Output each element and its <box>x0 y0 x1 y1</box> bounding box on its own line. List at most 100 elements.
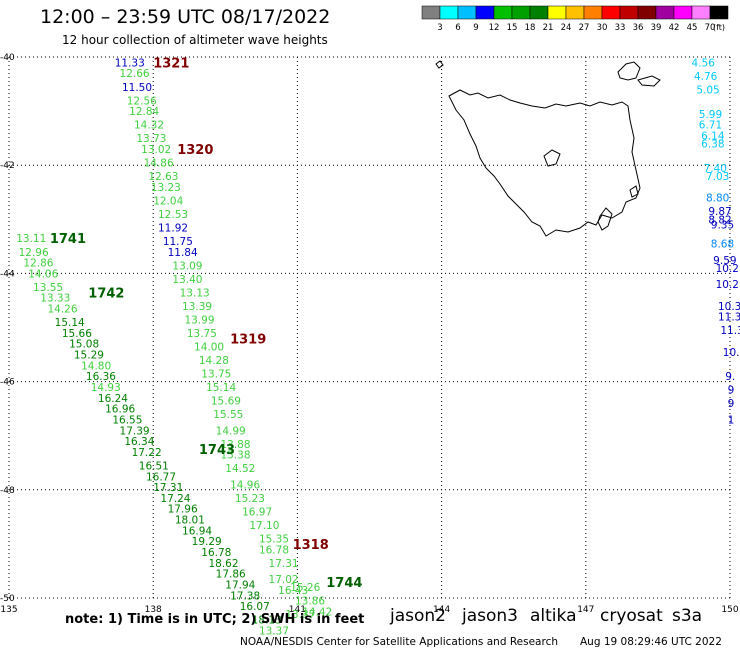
wave-height-value: 16.34 <box>124 436 154 448</box>
wave-height-value: 1 <box>728 414 735 426</box>
wave-height-value: 12.53 <box>158 209 188 221</box>
flinders-island <box>617 61 641 81</box>
wave-height-value: 14.28 <box>199 355 229 367</box>
bruny-island <box>597 207 613 231</box>
wave-height-value: 17.02 <box>269 574 299 586</box>
wave-height-value: 17.22 <box>132 447 162 459</box>
wave-height-value: 12.66 <box>120 68 150 80</box>
legend-swatch <box>475 5 495 20</box>
lat-tick-label: -40 <box>0 53 15 63</box>
wave-height-value: 16.07 <box>240 601 270 613</box>
wave-height-value: 16.94 <box>182 525 212 537</box>
wave-height-value: 15.14 <box>206 382 236 394</box>
lat-tick-label: -44 <box>0 269 15 279</box>
color-scale-legend: 3 6 9 12 15 18 21 24 27 30 33 36 39 42 45 70 <box>421 5 729 33</box>
wave-height-value: 16.97 <box>242 506 272 518</box>
wave-height-value: 17.31 <box>153 482 183 494</box>
wave-height-value: 13.37 <box>285 609 315 621</box>
wave-height-value: 8.68 <box>711 239 734 251</box>
wave-height-value: 15.38 <box>220 450 250 462</box>
wave-height-value: 16.78 <box>201 547 231 559</box>
wave-height-value: 4.76 <box>694 71 718 83</box>
satellite-jason3-label: jason3 <box>462 606 518 626</box>
wave-height-value: 17.31 <box>269 558 299 570</box>
legend-tick-label: 42 <box>669 23 680 33</box>
pass-time-label: 1321 <box>153 56 189 71</box>
wave-height-value: 17.86 <box>216 569 246 581</box>
wave-height-value: 13.99 <box>184 314 214 326</box>
wave-height-value: 13.73 <box>136 133 166 145</box>
footer-note: note: 1) Time is in UTC; 2) SWH is in fe… <box>65 612 365 627</box>
lon-tick-label: 138 <box>145 605 162 615</box>
wave-height-value: 12.04 <box>153 195 183 207</box>
wave-height-value: 15.55 <box>213 409 243 421</box>
legend-swatch <box>691 5 711 20</box>
lon-tick-label: 135 <box>0 605 17 615</box>
wave-height-value: 9.59 <box>713 255 736 267</box>
wave-height-value: 16.36 <box>86 371 116 383</box>
legend-swatch <box>493 5 513 20</box>
wave-height-value: 17.38 <box>230 590 260 602</box>
generation-timestamp: Aug 19 08:29:46 UTC 2022 <box>580 636 722 648</box>
wave-height-value: 12.84 <box>129 106 159 118</box>
tasmania-land-outline <box>435 60 661 237</box>
king-island <box>435 60 444 69</box>
wave-height-value: 11.33 <box>115 57 145 69</box>
wave-height-value: 14.26 <box>47 304 77 316</box>
wave-height-value: 9.35 <box>711 220 734 232</box>
legend-tick-label: 24 <box>561 23 572 33</box>
wave-height-value: 16.51 <box>139 460 169 472</box>
wave-height-value: 13.09 <box>172 260 202 272</box>
wave-height-value: 15.14 <box>55 317 85 329</box>
wave-height-value: 16.77 <box>146 471 176 483</box>
wave-height-value: 14.99 <box>216 425 246 437</box>
legend-swatch <box>421 5 441 20</box>
wave-height-value: 11.50 <box>122 82 152 94</box>
wave-height-value: 13.86 <box>295 596 325 608</box>
wave-height-value: 10.3 <box>718 301 740 313</box>
pass-time-labels: 1321 1320 1741 1742 1319 1743 1318 1744 <box>50 56 363 590</box>
legend-swatch <box>601 5 621 20</box>
wave-height-value: 15.35 <box>259 533 289 545</box>
wave-height-value: 13.13 <box>180 287 210 299</box>
legend-swatch <box>583 5 603 20</box>
wave-height-value: 17.94 <box>225 579 255 591</box>
wave-height-value: 14.93 <box>91 382 121 394</box>
wave-height-value: 15.69 <box>211 396 241 408</box>
wave-height-value: 13.37 <box>259 625 289 637</box>
wave-height-value: 14.32 <box>134 120 164 132</box>
pass-time-label: 1319 <box>230 332 266 347</box>
wave-height-value: 14.00 <box>194 341 224 353</box>
legend-tick-label: 39 <box>651 23 662 33</box>
lat-tick-label: -48 <box>0 486 15 496</box>
cape-barren-island <box>637 75 661 87</box>
legend-tick-label: 3 <box>437 23 442 33</box>
lon-tick-label: 150 <box>721 605 738 615</box>
wave-height-value: 13.02 <box>141 144 171 156</box>
wave-height-value: 15.26 <box>290 582 320 594</box>
wave-height-value: 16.24 <box>98 393 128 405</box>
wave-height-value: 14.96 <box>230 479 260 491</box>
map-title: 12:00 – 23:59 UTC 08/17/2022 <box>40 6 331 28</box>
wave-height-value: 13.11 <box>16 233 46 245</box>
wave-height-value: 17.10 <box>249 520 279 532</box>
pass-time-label: 1744 <box>326 576 362 591</box>
lon-tick-label: 141 <box>289 605 306 615</box>
wave-height-value: 13.55 <box>33 282 63 294</box>
wave-height-value: 13.33 <box>40 293 70 305</box>
wave-height-value: 10. <box>723 347 740 359</box>
wave-height-value: 17.96 <box>168 504 198 516</box>
legend-tick-label: 27 <box>579 23 590 33</box>
wave-height-value: 13.75 <box>187 328 217 340</box>
satellite-s3a-label: s3a <box>672 606 703 626</box>
wave-height-value: 13.23 <box>151 182 181 194</box>
legend-tick-label: 45 <box>687 23 698 33</box>
wave-height-value: 10.2 <box>716 263 739 275</box>
pass-time-label: 1318 <box>293 538 329 553</box>
wave-height-value: 15.23 <box>235 493 265 505</box>
wave-height-value: 12.86 <box>23 258 53 270</box>
map-subtitle: 12 hour collection of altimeter wave hei… <box>62 33 328 47</box>
lat-tick-label: -46 <box>0 378 15 388</box>
legend-tick-label: 70 <box>705 23 716 33</box>
